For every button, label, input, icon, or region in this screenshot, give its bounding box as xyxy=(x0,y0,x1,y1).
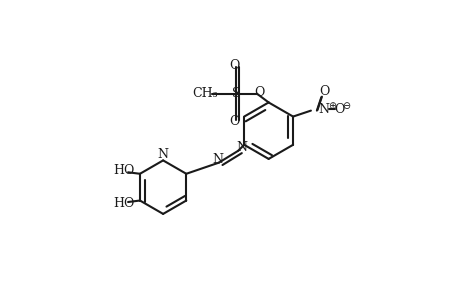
Text: CH₃: CH₃ xyxy=(191,87,217,100)
Text: HO: HO xyxy=(112,164,134,177)
Text: O: O xyxy=(254,85,264,98)
Text: ⊕: ⊕ xyxy=(327,101,335,111)
Text: O: O xyxy=(333,103,344,116)
Text: HO: HO xyxy=(112,197,134,210)
Text: N: N xyxy=(236,141,247,154)
Text: ⊖: ⊖ xyxy=(342,101,350,111)
Text: O: O xyxy=(319,85,329,98)
Text: O: O xyxy=(229,59,239,72)
Text: N: N xyxy=(318,103,329,116)
Text: S: S xyxy=(231,87,240,100)
Text: O: O xyxy=(229,115,239,128)
Text: N: N xyxy=(212,153,223,166)
Text: N: N xyxy=(157,148,168,161)
